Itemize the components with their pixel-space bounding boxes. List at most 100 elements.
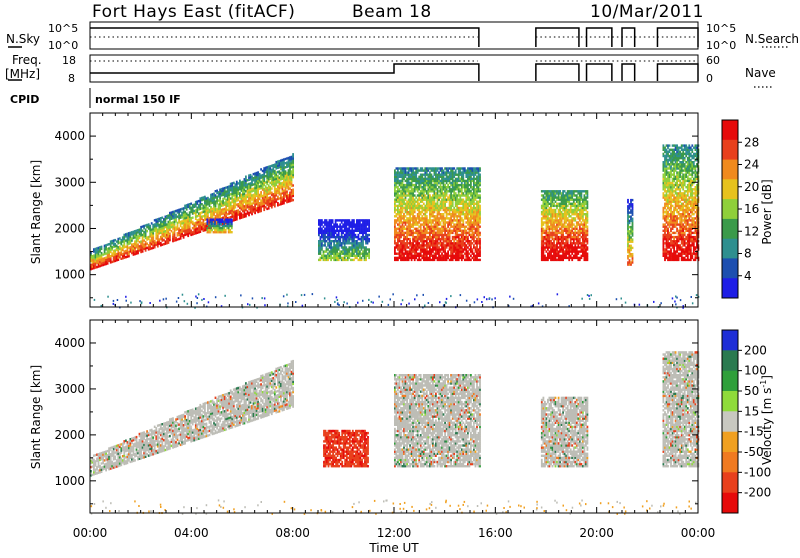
power-cell [409,215,411,217]
power-cell [184,221,186,223]
power-cell [154,223,156,225]
power-cell [420,259,422,261]
power-cell [199,218,201,220]
power-cell [427,253,429,255]
power-cell [402,211,404,213]
power-cell [229,225,231,227]
power-cell [146,247,148,249]
power-cell [444,196,446,198]
power-cell [335,221,337,223]
power-cell [465,174,467,176]
power-cell [431,174,433,176]
power-cell [210,231,212,233]
power-cell [222,187,224,189]
power-cell [434,199,436,201]
power-cell [169,212,171,214]
power-cell [473,213,475,215]
power-cell [237,211,239,213]
power-cell [420,205,422,207]
power-cell [222,227,224,229]
power-cell [365,250,367,252]
power-cell [146,226,148,228]
power-cell [427,167,429,169]
power-cell [543,240,545,242]
power-cell [415,250,417,252]
power-cell [397,211,399,213]
power-cell [344,240,346,242]
power-cell [189,226,191,228]
power-cell [253,208,255,210]
power-cell [329,223,331,225]
power-cell [458,176,460,178]
power-cell [397,207,399,209]
power-cell [418,242,420,244]
power-cell [479,213,481,215]
power-cell [253,190,255,192]
power-cell [405,223,407,225]
power-cell [215,211,217,213]
power-cell [549,253,551,255]
power-cell [367,255,369,257]
power-cell [417,223,419,225]
power-cell [446,194,448,196]
power-cell [420,186,422,188]
power-cell [338,234,340,236]
power-cell [437,226,439,228]
power-cell [229,229,231,231]
power-cell [329,244,331,246]
power-cell [292,174,294,176]
power-cell [214,221,216,223]
station-title: Fort Hays East (fitACF) [92,2,295,22]
power-cell [421,211,423,213]
power-cell [443,213,445,215]
power-cell [549,213,551,215]
power-cell [462,240,464,242]
power-cell [402,196,404,198]
power-cell [459,221,461,223]
power-cell [214,223,216,225]
power-cell [543,223,545,225]
power-cell [435,242,437,244]
power-cell [397,240,399,242]
power-cell [189,213,191,215]
power-cell [207,223,209,225]
power-cell [541,221,543,223]
power-cell [231,231,233,233]
power-cell [435,194,437,196]
power-cell [412,174,414,176]
power-cell [222,219,224,221]
power-cell [110,257,112,259]
power-cell [335,232,337,234]
power-cell [397,178,399,180]
power-cell [397,236,399,238]
power-cell [146,243,148,245]
power-cell [351,244,353,246]
power-cell [268,189,270,191]
power-cell [405,174,407,176]
power-cell [473,215,475,217]
power-cell [420,211,422,213]
power-cell [355,234,357,236]
power-cell [437,215,439,217]
power-cell [351,236,353,238]
power-cell [101,258,103,260]
power-cell [192,208,194,210]
power-cell [450,203,452,205]
power-cell [161,223,163,225]
power-cell [359,223,361,225]
power-cell [291,172,293,174]
power-cell [467,215,469,217]
power-cell [292,155,294,157]
power-cell [253,173,255,175]
power-cell [449,234,451,236]
power-cell [192,210,194,212]
power-cell [329,242,331,244]
power-cell [412,226,414,228]
power-cell [403,234,405,236]
power-cell [456,205,458,207]
power-cell [443,184,445,186]
power-cell [458,257,460,259]
power-cell [207,213,209,215]
power-cell [192,227,194,229]
power-cell [405,219,407,221]
